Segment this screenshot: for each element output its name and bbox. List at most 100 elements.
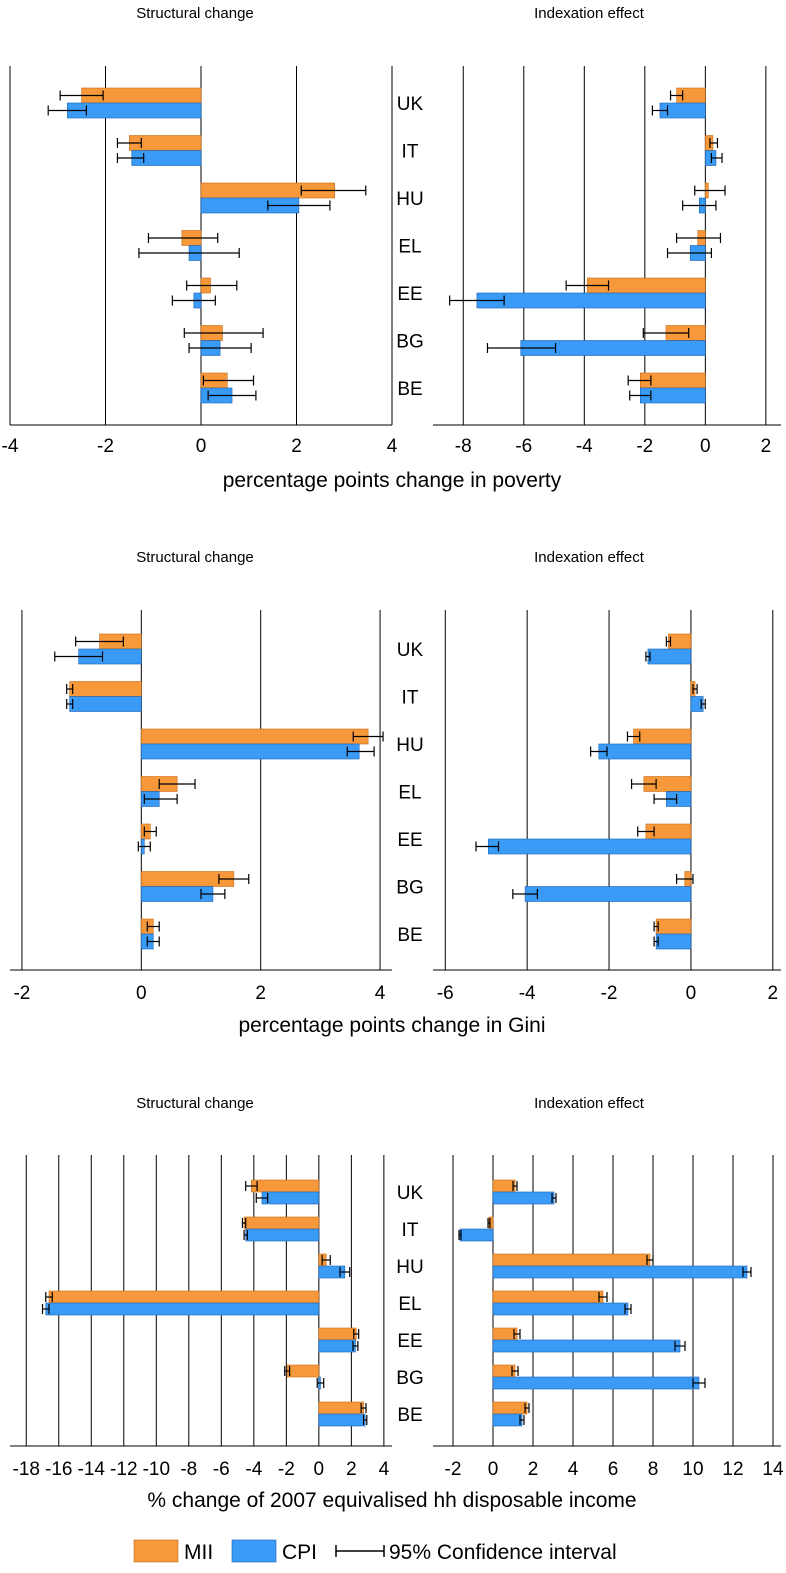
category-label-hu: HU [396, 735, 423, 756]
ci-cpi-ee [137, 841, 151, 852]
bar-cpi-el [45, 1302, 320, 1316]
chart-3: Structural change -18 -16 -14 -12 -10 -8 -6 -4 -2… [10, 1095, 784, 1512]
bar-mii-bg [286, 1364, 320, 1378]
x-axis-label: percentage points change in Gini [238, 1014, 545, 1037]
bar-mii-hu [492, 1253, 651, 1267]
bar-cpi-hu [598, 743, 692, 760]
bar-cpi-hu [141, 743, 360, 760]
bar-cpi-uk [647, 648, 692, 665]
bar-cpi-uk [67, 102, 202, 119]
ci-cpi-bg [188, 343, 252, 353]
bar-mii-ee [318, 1327, 357, 1341]
x-tick-label: 4 [375, 983, 386, 1004]
x-tick-label: 2 [528, 1459, 539, 1480]
bar-mii-el [492, 1290, 604, 1304]
category-label-hu: HU [396, 189, 423, 210]
ci-mii-hu [352, 731, 384, 742]
legend-swatch-cpi [231, 1539, 277, 1563]
x-tick-label: -10 [143, 1459, 170, 1480]
ci-cpi-bg [200, 889, 226, 899]
chart-1-panel-structural: Structural change -4 -2 0 2 4 [2, 5, 398, 457]
x-tick-label: 0 [488, 1459, 499, 1480]
category-label-hu: HU [396, 1257, 423, 1278]
x-tick-label: -6 [213, 1459, 230, 1480]
bar-cpi-be [318, 1413, 366, 1427]
x-tick-label: 6 [608, 1459, 619, 1480]
ci-mii-el [675, 233, 722, 243]
ci-cpi-it [243, 1230, 248, 1240]
panel-title: Structural change [136, 5, 254, 22]
ci-mii-be [360, 1403, 367, 1413]
panel-title: Indexation effect [534, 5, 645, 22]
legend-ci-symbol [335, 1545, 385, 1557]
ci-cpi-hu [339, 1267, 351, 1277]
x-tick-label: 2 [768, 983, 779, 1004]
ci-cpi-it [710, 153, 723, 163]
category-label-it: IT [402, 142, 419, 163]
ci-cpi-be [362, 1415, 368, 1425]
x-tick-label: -4 [2, 436, 19, 457]
legend-swatch-mii [133, 1539, 179, 1563]
ci-mii-ee [143, 826, 157, 837]
x-tick-label: -2 [636, 436, 653, 457]
x-tick-label: -12 [110, 1459, 137, 1480]
ci-mii-uk [75, 636, 125, 647]
ci-mii-ee [637, 826, 655, 837]
category-label-bg: BG [396, 332, 423, 353]
x-tick-label: -8 [455, 436, 472, 457]
ci-cpi-el [143, 794, 178, 804]
category-label-ee: EE [397, 284, 422, 305]
x-tick-label: -14 [78, 1459, 106, 1480]
ci-cpi-hu [742, 1267, 752, 1277]
legend-label-cpi: CPI [282, 1541, 317, 1564]
bar-cpi-ee [492, 1339, 681, 1353]
x-tick-label: -6 [515, 436, 532, 457]
bar-cpi-be [492, 1413, 523, 1427]
bar-cpi-el [492, 1302, 629, 1316]
legend-label-mii: MII [184, 1541, 213, 1564]
bar-cpi-be [655, 933, 692, 950]
category-label-uk: UK [397, 640, 424, 661]
x-tick-label: 2 [346, 1459, 357, 1480]
x-axis-label: % change of 2007 equivalised hh disposab… [147, 1489, 636, 1512]
chart-3-panel-structural: Structural change -18 -16 -14 -12 -10 -8 -6 -4 -2… [10, 1095, 392, 1480]
bar-mii-it [243, 1216, 320, 1230]
ci-cpi-el [138, 248, 240, 258]
ci-mii-ee [186, 280, 238, 291]
ci-cpi-it [458, 1230, 462, 1240]
x-tick-label: -6 [437, 983, 454, 1004]
bar-mii-it [69, 681, 142, 697]
ci-mii-it [692, 684, 698, 694]
ci-cpi-el [653, 794, 678, 804]
bar-mii-uk [251, 1179, 320, 1193]
bar-mii-be [318, 1401, 364, 1415]
bar-cpi-ee [487, 838, 692, 855]
ci-mii-hu [694, 185, 726, 196]
x-tick-label: 8 [648, 1459, 659, 1480]
ci-mii-ee [565, 280, 610, 291]
category-label-be: BE [397, 379, 422, 400]
x-tick-label: 0 [314, 1459, 325, 1480]
ci-cpi-bg [486, 343, 557, 353]
panel-title: Indexation effect [534, 1095, 645, 1112]
category-label-be: BE [397, 925, 422, 946]
bar-mii-hu [633, 728, 692, 745]
ci-cpi-it [116, 153, 145, 163]
ci-cpi-be [146, 936, 160, 947]
ci-mii-bg [511, 1366, 519, 1376]
chart-1-panel-indexation: Indexation effect -8 -6 -4 -2 0 2 [433, 5, 781, 457]
ci-cpi-el [41, 1304, 50, 1314]
ci-mii-uk [669, 90, 684, 101]
x-tick-label: -2 [445, 1459, 462, 1480]
ci-cpi-be [653, 936, 659, 947]
x-tick-label: 0 [700, 436, 711, 457]
category-label-el: EL [398, 237, 421, 258]
ci-mii-bg [642, 328, 690, 338]
x-tick-label: -4 [519, 983, 536, 1004]
category-label-bg: BG [396, 878, 423, 899]
ci-cpi-hu [682, 200, 717, 211]
x-tick-label: 0 [136, 983, 147, 1004]
ci-mii-hu [300, 185, 367, 196]
ci-cpi-hu [346, 746, 375, 757]
x-tick-label: 10 [682, 1459, 703, 1480]
